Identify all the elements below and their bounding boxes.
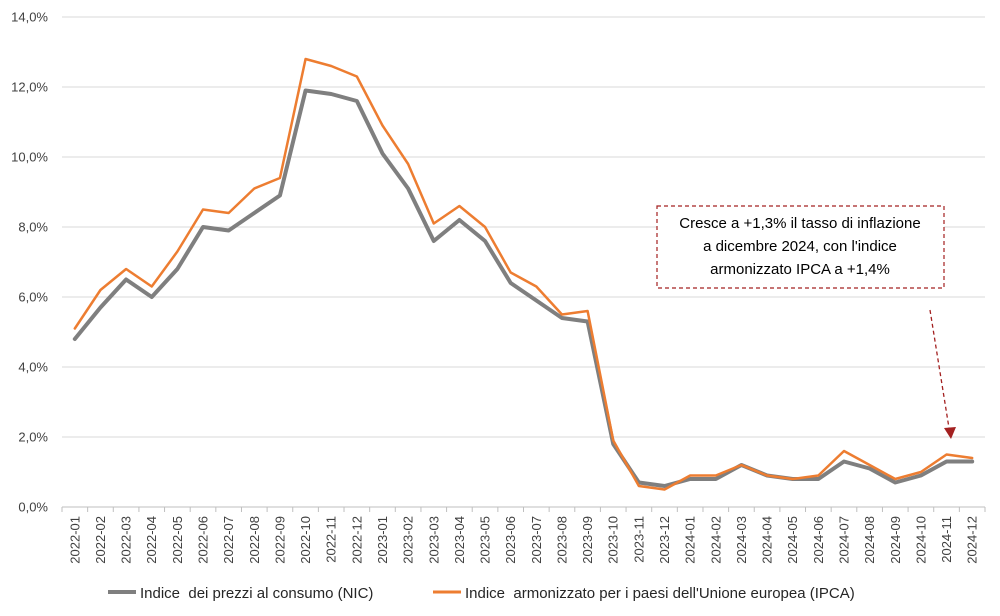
x-axis-ticks: 2022-01 2022-02 2022-03 2022-04 2022-05 2022-… xyxy=(61,507,986,564)
x-tick-label: 2022-04 xyxy=(144,516,159,564)
x-tick-label: 2024-03 xyxy=(734,516,749,564)
legend-label-ipca: Indice armonizzato per i paesi dell'Unio… xyxy=(465,585,855,602)
x-tick-label: 2024-06 xyxy=(811,516,826,564)
y-tick-label: 0,0% xyxy=(18,500,48,515)
x-tick-label: 2023-10 xyxy=(606,516,621,564)
series-line-ipca xyxy=(73,57,974,491)
x-tick-label: 2024-11 xyxy=(939,516,954,563)
y-axis-ticks: 0,0% 2,0% 4,0% 6,0% 8,0% 10,0% 12,0% 14,0% xyxy=(11,10,48,515)
x-tick-label: 2022-06 xyxy=(196,516,211,564)
annotation-arrow xyxy=(929,309,950,429)
y-tick-label: 10,0% xyxy=(11,150,48,165)
x-tick-label: 2022-05 xyxy=(170,516,185,564)
x-tick-label: 2024-02 xyxy=(708,516,723,564)
x-tick-label: 2022-11 xyxy=(324,516,339,563)
x-tick-label: 2023-12 xyxy=(657,516,672,564)
y-tick-label: 6,0% xyxy=(18,290,48,305)
x-tick-label: 2022-01 xyxy=(67,516,82,564)
x-tick-label: 2023-07 xyxy=(529,516,544,564)
x-tick-label: 2023-02 xyxy=(401,516,416,564)
y-tick-label: 4,0% xyxy=(18,360,48,375)
series-lines xyxy=(72,57,975,491)
annotation-line-1: Cresce a +1,3% il tasso di inflazione xyxy=(679,215,920,232)
annotation-callout: Cresce a +1,3% il tasso di inflazione a … xyxy=(656,205,956,439)
x-tick-label: 2023-06 xyxy=(503,516,518,564)
series-line-nic xyxy=(72,88,975,488)
y-tick-label: 8,0% xyxy=(18,220,48,235)
x-tick-label: 2023-03 xyxy=(426,516,441,564)
x-tick-label: 2024-01 xyxy=(683,516,698,564)
x-tick-label: 2023-05 xyxy=(478,516,493,564)
x-tick-label: 2022-10 xyxy=(298,516,313,564)
annotation-arrowhead xyxy=(944,427,956,439)
x-tick-label: 2023-01 xyxy=(375,516,390,564)
y-tick-label: 2,0% xyxy=(18,430,48,445)
x-tick-label: 2023-08 xyxy=(554,516,569,564)
x-tick-label: 2022-07 xyxy=(221,516,236,564)
x-tick-label: 2022-03 xyxy=(119,516,134,564)
x-tick-label: 2023-09 xyxy=(580,516,595,564)
x-tick-label: 2023-04 xyxy=(452,516,467,564)
legend: Indice dei prezzi al consumo (NIC) Indic… xyxy=(108,585,855,602)
x-tick-label: 2022-08 xyxy=(247,516,262,564)
annotation-line-2: a dicembre 2024, con l'indice xyxy=(703,238,897,255)
legend-label-nic: Indice dei prezzi al consumo (NIC) xyxy=(140,585,373,602)
x-tick-label: 2024-08 xyxy=(862,516,877,564)
annotation-line-3: armonizzato IPCA a +1,4% xyxy=(710,261,890,278)
x-tick-label: 2024-10 xyxy=(913,516,928,564)
x-tick-label: 2024-12 xyxy=(965,516,980,564)
annotation-box xyxy=(656,205,945,289)
x-tick-label: 2022-12 xyxy=(349,516,364,564)
x-tick-label: 2024-05 xyxy=(785,516,800,564)
x-tick-label: 2022-02 xyxy=(93,516,108,564)
x-tick-label: 2024-04 xyxy=(760,516,775,564)
x-tick-label: 2024-07 xyxy=(836,516,851,564)
x-tick-label: 2024-09 xyxy=(888,516,903,564)
x-tick-label: 2023-11 xyxy=(631,516,646,563)
y-tick-label: 14,0% xyxy=(11,10,48,25)
y-tick-label: 12,0% xyxy=(11,80,48,95)
x-tick-label: 2022-09 xyxy=(272,516,287,564)
